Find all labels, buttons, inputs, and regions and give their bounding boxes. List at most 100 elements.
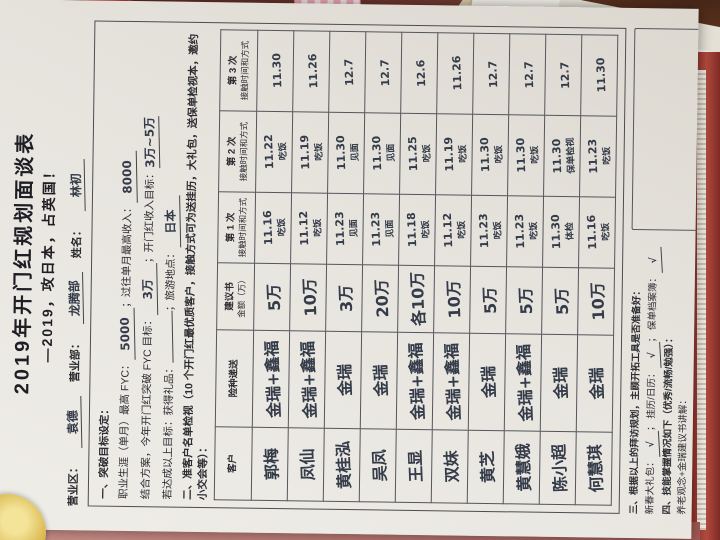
amount-value: 5万 bbox=[263, 283, 284, 311]
contact1-date: 11.12 bbox=[296, 211, 312, 247]
product-value: 金瑞+鑫福 bbox=[405, 341, 428, 420]
form-paper: 2019年开门红规划面谈表 —2019，攻日本，占英国！ 营业区： 袁德 营业部… bbox=[0, 0, 699, 539]
customer-name: 凤仙 bbox=[297, 448, 318, 481]
amount-value: 10万 bbox=[299, 277, 320, 317]
col-contact1-sub: 接触时间和方式 bbox=[236, 197, 248, 258]
s1l2-pre: 结合方案，今年开门红突破 FYC 目标： bbox=[139, 314, 155, 500]
contact2-method: 吃饭 bbox=[602, 146, 613, 166]
bottom-sections: 三、根据以上的拜访规划，主顾开拓工具是否准备好： 新春大礼包：√； 挂历/日历：… bbox=[626, 28, 699, 515]
name-value: 林初 bbox=[66, 159, 86, 212]
contact1-date: 11.23 bbox=[368, 212, 384, 248]
section2-heading: 二、准客户名单检视（10 个开门红最优质客户，接触方式可为送挂历，大礼包，送保单… bbox=[181, 33, 210, 501]
form-title: 2019年开门红规划面谈表 bbox=[11, 130, 37, 395]
amount-value: 10万 bbox=[443, 279, 464, 319]
contact2-date: 11.30 bbox=[513, 138, 529, 174]
contact1-date: 11.23 bbox=[332, 211, 348, 247]
contact2-method: 吃饭 bbox=[458, 144, 469, 164]
s1l3-value1 bbox=[171, 311, 174, 364]
contact1-date: 11.16 bbox=[260, 210, 276, 246]
contact3-date: 12.7 bbox=[341, 58, 356, 86]
contact2-date: 11.25 bbox=[405, 136, 421, 172]
product-value: 金瑞+鑫福 bbox=[441, 342, 464, 421]
prospect-table: 客户 险种递送 建议书 金额（万） 第 1 次 接触时间和方式 第 2 次 接 bbox=[214, 29, 619, 506]
contact1-method: 吃饭 bbox=[493, 221, 504, 240]
contact1-date: 11.23 bbox=[476, 213, 492, 249]
contact2-method: 吃饭 bbox=[314, 142, 325, 162]
branch-label: 营业部： bbox=[69, 338, 83, 383]
customer-name: 黄芝 bbox=[477, 450, 498, 484]
bottom-left-column: 三、根据以上的拜访规划，主顾开拓工具是否准备好： 新春大礼包：√； 挂历/日历：… bbox=[626, 238, 699, 515]
contact1-date: 11.18 bbox=[404, 212, 420, 248]
branch-value: 龙腾部 bbox=[65, 272, 85, 325]
contact2-date: 11.30 bbox=[477, 137, 493, 173]
contact2-date: 11.23 bbox=[585, 139, 601, 175]
contact1-date: 11.12 bbox=[440, 213, 456, 249]
contact1-method: 吃饭 bbox=[421, 220, 432, 239]
contact2-method: 吃饭 bbox=[530, 145, 541, 165]
contact2-date: 11.19 bbox=[441, 137, 457, 173]
contact2-method: 吃饭 bbox=[278, 142, 289, 161]
name-label: 姓名： bbox=[71, 225, 84, 259]
book-pages-edge bbox=[697, 70, 706, 530]
contact2-date: 11.30 bbox=[549, 138, 565, 174]
s1l1-value1: 5000 bbox=[115, 307, 136, 360]
contact3-date: 12.6 bbox=[413, 59, 428, 87]
contact2-date: 11.30 bbox=[369, 136, 385, 172]
header-fields-row: 营业区： 袁德 营业部： 龙腾部 姓名： 林初 bbox=[63, 20, 88, 506]
amount-value: 3万 bbox=[335, 284, 356, 312]
amount-value: 20万 bbox=[371, 278, 392, 318]
section3-items: 新春大礼包：√； 挂历/日历：√； 保单档案簿：√ bbox=[643, 238, 663, 514]
col-contact3: 第 3 次 接触时间和方式 bbox=[219, 29, 258, 112]
region-value: 袁德 bbox=[63, 396, 83, 449]
col-contact2-title: 第 2 次 bbox=[226, 136, 238, 167]
amount-value: 10万 bbox=[587, 281, 608, 321]
policy-file-check: √ bbox=[646, 246, 663, 274]
customer-name: 双妹 bbox=[441, 450, 462, 483]
contact1-method: 吃饭 bbox=[529, 221, 540, 241]
s1l2-value1: 3万 bbox=[138, 262, 159, 316]
amount-value: 各10万 bbox=[407, 271, 429, 327]
col-contact2-sub: 接触时间和方式 bbox=[237, 121, 249, 182]
col-product: 险种递送 bbox=[215, 329, 254, 428]
contact2-date: 11.19 bbox=[297, 135, 313, 171]
region-label: 营业区： bbox=[67, 462, 81, 507]
product-value: 金瑞 bbox=[334, 363, 355, 397]
col-contact3-title: 第 3 次 bbox=[227, 55, 239, 86]
gift-pack-check: √ bbox=[643, 430, 660, 458]
customer-name: 黄慧娥 bbox=[512, 443, 534, 492]
col-contact1: 第 1 次 接触时间和方式 bbox=[217, 191, 256, 264]
contact3-date: 11.26 bbox=[449, 55, 464, 92]
policy-file-label: 保单档案簿： bbox=[646, 273, 659, 331]
contact2-method: 吃饭 bbox=[422, 144, 433, 163]
contact1-method: 吃饭 bbox=[457, 220, 468, 240]
calendar-check: √ bbox=[644, 341, 662, 370]
col-customer: 客户 bbox=[214, 426, 253, 501]
product-value: 金瑞 bbox=[550, 366, 571, 400]
section4-line1: 养老观念+金瑞建议书讲解： bbox=[676, 395, 690, 515]
contact2-method: 保单检视 bbox=[565, 137, 578, 174]
s1l1-mid: ；过往单月最高收入： bbox=[120, 202, 134, 308]
table-row: 何慧琪 金瑞 10万 11.16 吃饭 11.23 吃饭 11.30 bbox=[575, 34, 618, 506]
contact1-date: 11.16 bbox=[584, 215, 600, 251]
section1-line3: 若达成以上目标：获得礼品： ；旅游地点：日本 bbox=[158, 29, 184, 500]
col-amount-line2: 金额（万） bbox=[235, 275, 247, 318]
s1l1-value2: 8000 bbox=[117, 150, 138, 203]
section4-heading: 四、技能掌握情况如下（优秀/流畅/勉强）： bbox=[661, 333, 675, 515]
s1l3-value2: 日本 bbox=[161, 195, 182, 249]
section1-line1: 职业生涯（单月）最高 FYC：5000；过往单月最高收入：8000 bbox=[114, 29, 140, 499]
section4-answer-box bbox=[631, 28, 699, 232]
contact1-method: 吃饭 bbox=[601, 222, 612, 242]
contact1-method: 吃饭 bbox=[313, 218, 324, 238]
contact2-method: 见面 bbox=[386, 143, 397, 163]
contact3-date: 12.7 bbox=[485, 60, 500, 88]
col-contact1-title: 第 1 次 bbox=[225, 212, 237, 243]
contact1-method: 见面 bbox=[349, 219, 360, 238]
contact3-date: 12.7 bbox=[377, 58, 392, 87]
section3-heading: 三、根据以上的拜访规划，主顾开拓工具是否准备好： bbox=[628, 285, 643, 515]
s1l2-mid: ；开门红收入目标： bbox=[143, 168, 157, 264]
main-border-box: 一、突破目标设定： 职业生涯（单月）最高 FYC：5000；过往单月最高收入：8… bbox=[87, 20, 627, 514]
s1l3-pre: 若达成以上目标：获得礼品： bbox=[161, 362, 176, 500]
customer-name: 黄桂泓 bbox=[332, 440, 354, 490]
customer-name: 何慧琪 bbox=[584, 444, 606, 493]
